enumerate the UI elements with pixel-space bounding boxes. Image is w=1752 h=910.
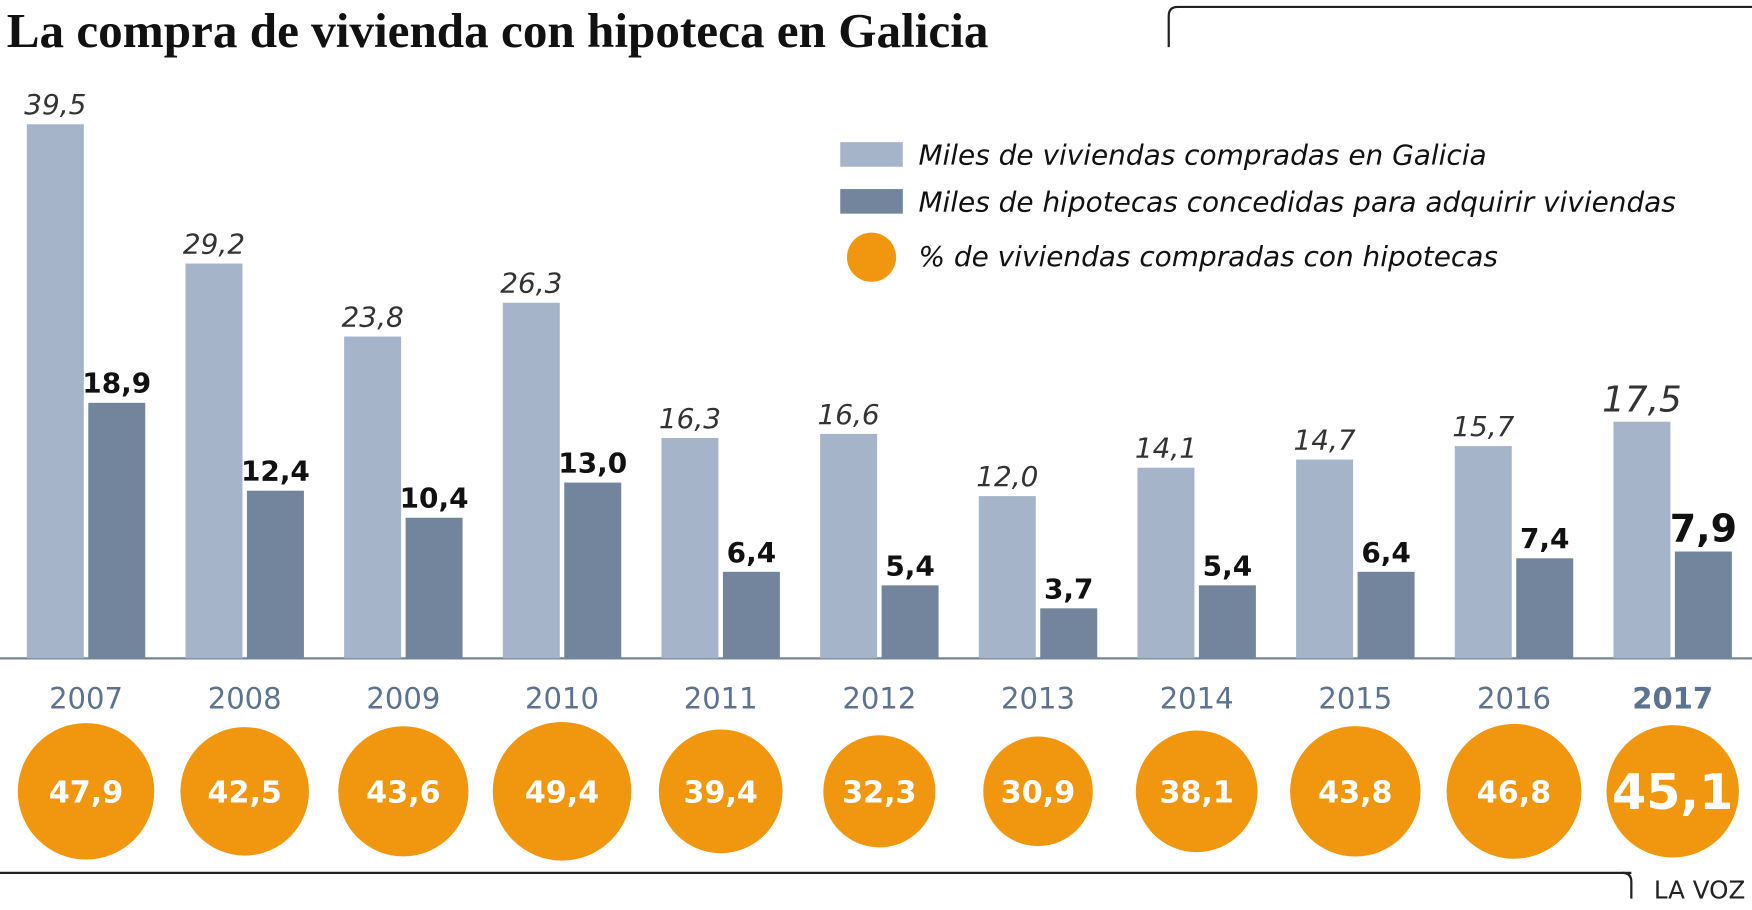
bubble [658, 729, 783, 854]
bar [88, 402, 146, 659]
bar-value-label: 26,3 [500, 267, 562, 300]
bar-value-label: 3,7 [1044, 572, 1093, 605]
source: LA VOZ [1654, 876, 1745, 905]
bar-value-label: 6,4 [727, 536, 776, 569]
bubble [492, 722, 632, 861]
legend-swatch [840, 142, 903, 167]
bar-value-label: 5,4 [1203, 549, 1252, 582]
x-tick-label: 2010 [525, 682, 599, 716]
bar [405, 517, 463, 659]
bubble-label: 45,1 [1612, 763, 1733, 821]
bubble [1135, 730, 1258, 853]
bubble-label: 43,6 [366, 775, 440, 810]
bar [246, 490, 304, 659]
x-tick-label: 2012 [842, 682, 916, 716]
x-tick-label: 2015 [1318, 682, 1392, 716]
bar [1296, 459, 1354, 659]
bubble-label: 42,5 [207, 775, 281, 810]
bar-value-label: 13,0 [558, 447, 627, 480]
bubble [983, 736, 1093, 847]
chart-title: La compra de vivienda con hipoteca en Ga… [7, 3, 989, 58]
bar [502, 302, 560, 659]
bar-value-label: 6,4 [1361, 536, 1410, 569]
bar [661, 437, 719, 659]
footer-frame [1622, 871, 1633, 899]
bubble [1446, 723, 1582, 859]
bar-value-label: 39,5 [24, 88, 86, 121]
bar-value-label: 15,7 [1452, 410, 1514, 443]
legend-label: Miles de hipotecas concedidas para adqui… [918, 185, 1675, 218]
x-tick-label: 2014 [1160, 682, 1234, 716]
bar-value-label: 10,4 [400, 482, 469, 515]
bubble-label: 47,9 [49, 775, 123, 810]
bar [1040, 608, 1098, 659]
legend-label: % de viviendas compradas con hipotecas [918, 240, 1498, 273]
legend-label: Miles de viviendas compradas en Galicia [918, 138, 1486, 171]
bubble-label: 49,4 [525, 775, 599, 810]
bar [1674, 551, 1732, 659]
bar-value-label: 7,9 [1670, 506, 1737, 550]
bubble [17, 723, 155, 860]
legend-swatch [846, 232, 897, 282]
bubble-label: 46,8 [1477, 775, 1551, 810]
bar-value-label: 18,9 [82, 367, 151, 400]
bubble [180, 727, 309, 856]
bar [185, 263, 243, 659]
x-tick-label: 2017 [1632, 682, 1713, 716]
bar [1198, 585, 1256, 659]
x-tick-label: 2013 [1001, 682, 1075, 716]
bar [1613, 421, 1671, 659]
x-tick-label: 2009 [366, 682, 440, 716]
bar [1454, 446, 1512, 659]
bubble-label: 30,9 [1001, 775, 1075, 810]
bubble-label: 32,3 [842, 775, 916, 810]
bubble-label: 38,1 [1159, 775, 1233, 810]
bar [881, 585, 939, 659]
bar [978, 496, 1036, 659]
bubble [1290, 726, 1421, 857]
bar [1516, 558, 1574, 659]
bubble [823, 735, 936, 848]
bar-value-label: 7,4 [1520, 522, 1569, 555]
bubble [338, 726, 469, 857]
bubble [1606, 725, 1739, 858]
bar-value-label: 16,6 [818, 398, 880, 431]
bar-value-label: 16,3 [659, 402, 721, 435]
x-tick-label: 2007 [49, 682, 123, 716]
x-tick-label: 2011 [684, 682, 758, 716]
bar-value-label: 23,8 [342, 300, 404, 333]
x-tick-label: 2008 [208, 682, 282, 716]
bar-value-label: 29,2 [183, 227, 245, 260]
bar [344, 336, 402, 659]
bubble-label: 39,4 [683, 775, 757, 810]
bar [1137, 467, 1195, 659]
bubble-label: 43,8 [1318, 775, 1392, 810]
bar-value-label: 17,5 [1602, 380, 1682, 421]
x-tick-label: 2016 [1477, 682, 1551, 716]
bar-value-label: 14,7 [1294, 424, 1356, 457]
bar-value-label: 5,4 [885, 549, 934, 582]
bar-value-label: 12,4 [241, 455, 310, 488]
bar [722, 571, 780, 659]
bar [26, 124, 84, 659]
bar [820, 433, 878, 659]
bar [564, 482, 622, 659]
legend-swatch [840, 189, 903, 214]
bar-value-label: 12,0 [976, 460, 1038, 493]
bar-value-label: 14,1 [1135, 432, 1197, 465]
title-frame [1167, 5, 1752, 48]
bar [1357, 571, 1415, 659]
